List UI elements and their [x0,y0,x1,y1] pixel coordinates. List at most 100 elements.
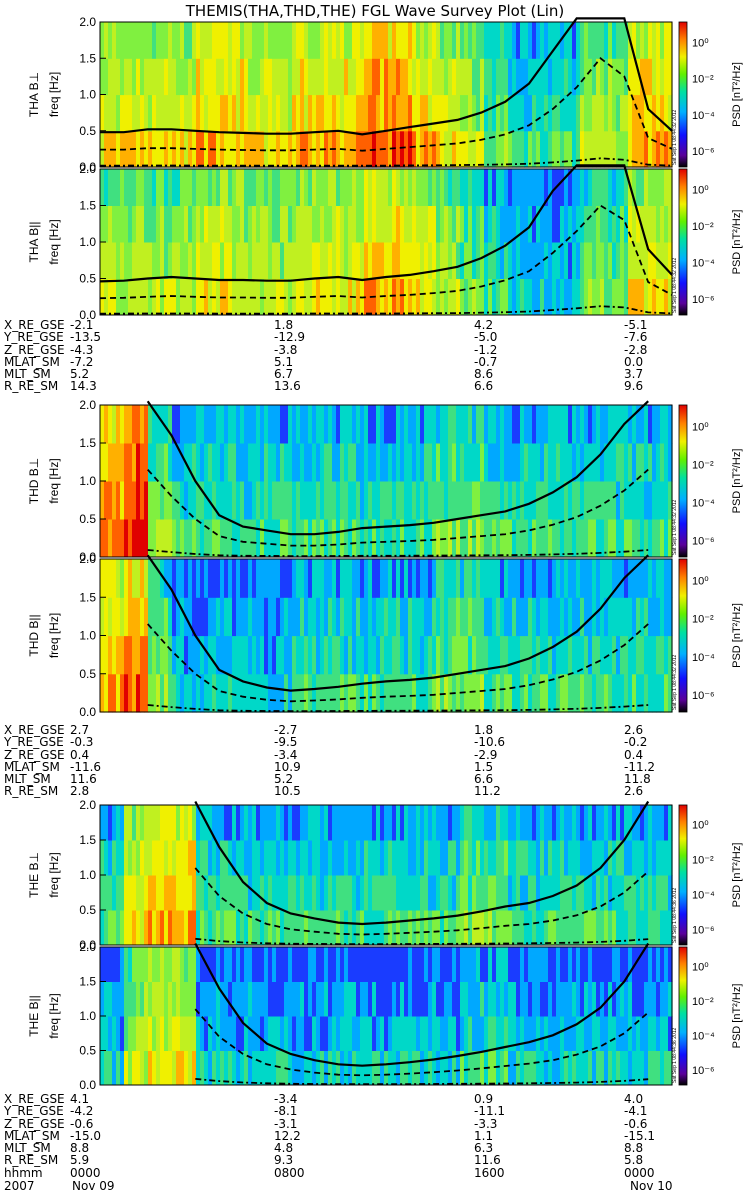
psd-cell [412,131,417,168]
psd-cell [264,443,269,482]
psd-cell [352,674,357,713]
psd-cell [276,1016,281,1051]
psd-cell [292,636,297,675]
psd-cell [660,805,665,841]
psd-cell [592,481,597,520]
psd-cell [660,519,665,558]
psd-cell [320,95,325,132]
psd-cell [500,559,505,598]
psd-cell [248,519,253,558]
psd-cell [256,169,261,206]
psd-cell [544,519,549,558]
psd-cell [416,1016,421,1051]
psd-cell [456,169,461,206]
psd-cell [108,805,113,841]
psd-cell [584,22,589,59]
panel-3: 0.00.51.01.52.0THD B⊥ freq [Hz]10⁰10⁻²10⁻… [27,398,743,564]
psd-cell [208,674,213,713]
psd-cell [444,947,449,982]
psd-cell [388,1016,393,1051]
psd-cell [320,242,325,279]
psd-cell [504,481,509,520]
psd-cell [348,95,353,132]
psd-cell [168,1016,173,1051]
psd-cell [228,481,233,520]
psd-cell [328,1051,333,1086]
psd-cell [112,840,117,876]
psd-cell [196,95,201,132]
colorbar [679,169,687,315]
psd-cell [588,206,593,243]
psd-cell [656,840,661,876]
psd-cell [496,95,501,132]
psd-cell [456,405,461,444]
psd-cell [308,1051,313,1086]
psd-cell [468,674,473,713]
psd-cell [496,1051,501,1086]
psd-cell [280,169,285,206]
psd-cell [216,443,221,482]
psd-cell [116,169,121,206]
psd-cell [640,674,645,713]
psd-cell [312,636,317,675]
psd-cell [568,279,573,316]
freq-axis-label: freq [Hz] [47,458,61,503]
psd-cell [496,674,501,713]
psd-cell [260,982,265,1017]
psd-cell [536,982,541,1017]
psd-cell [568,982,573,1017]
psd-cell [232,674,237,713]
psd-cell [428,206,433,243]
psd-cell [448,597,453,636]
psd-cell [580,982,585,1017]
psd-cell [360,674,365,713]
psd-cell [112,947,117,982]
colorbar-tick-label: 10⁻⁴ [692,1030,715,1042]
psd-cell [136,910,141,946]
psd-cell [152,169,157,206]
ephemeris-label: R_RE_SM [4,1154,58,1166]
psd-cell [308,519,313,558]
psd-cell [504,206,509,243]
psd-cell [328,636,333,675]
psd-cell [148,875,153,911]
psd-cell [396,840,401,876]
psd-cell [552,206,557,243]
psd-cell [128,1051,133,1086]
psd-cell [512,674,517,713]
psd-cell [120,405,125,444]
psd-cell [192,636,197,675]
psd-cell [532,443,537,482]
psd-cell [568,636,573,675]
psd-cell [500,1016,505,1051]
psd-cell [120,22,125,59]
psd-cell [628,559,633,598]
psd-cell [208,982,213,1017]
psd-cell [172,875,177,911]
psd-cell [168,22,173,59]
psd-cell [168,947,173,982]
psd-cell [420,982,425,1017]
psd-cell [112,22,117,59]
psd-cell [364,443,369,482]
psd-cell [564,875,569,911]
psd-cell [168,58,173,95]
psd-cell [152,95,157,132]
psd-cell [620,805,625,841]
colorbar-tick-label: 10⁰ [692,421,709,433]
psd-cell [508,443,513,482]
psd-cell [584,1016,589,1051]
psd-cell [508,279,513,316]
psd-cell [400,875,405,911]
psd-cell [392,805,397,841]
psd-cell [476,58,481,95]
psd-cell [388,840,393,876]
psd-cell [592,805,597,841]
psd-cell [376,947,381,982]
psd-cell [564,242,569,279]
psd-cell [640,519,645,558]
psd-cell [272,169,277,206]
psd-cell [212,58,217,95]
psd-cell [648,1051,653,1086]
psd-cell [240,242,245,279]
